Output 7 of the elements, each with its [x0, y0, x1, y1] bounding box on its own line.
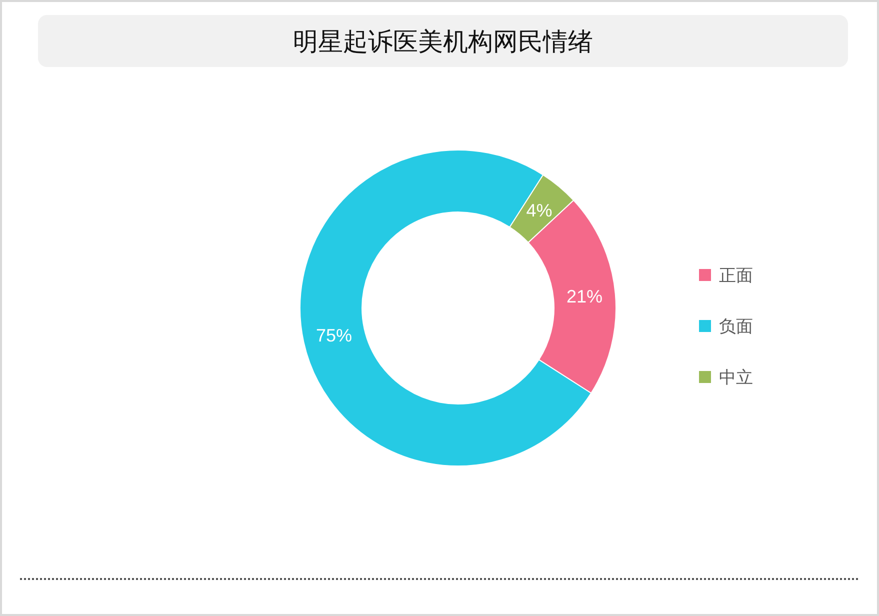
- legend-label: 负面: [719, 316, 753, 338]
- data-label: 21%: [566, 286, 602, 306]
- legend-label: 中立: [719, 366, 753, 388]
- legend-label: 正面: [719, 264, 753, 286]
- chart-title: 明星起诉医美机构网民情绪: [293, 26, 593, 58]
- data-label: 4%: [526, 200, 552, 220]
- data-label: 75%: [316, 325, 352, 346]
